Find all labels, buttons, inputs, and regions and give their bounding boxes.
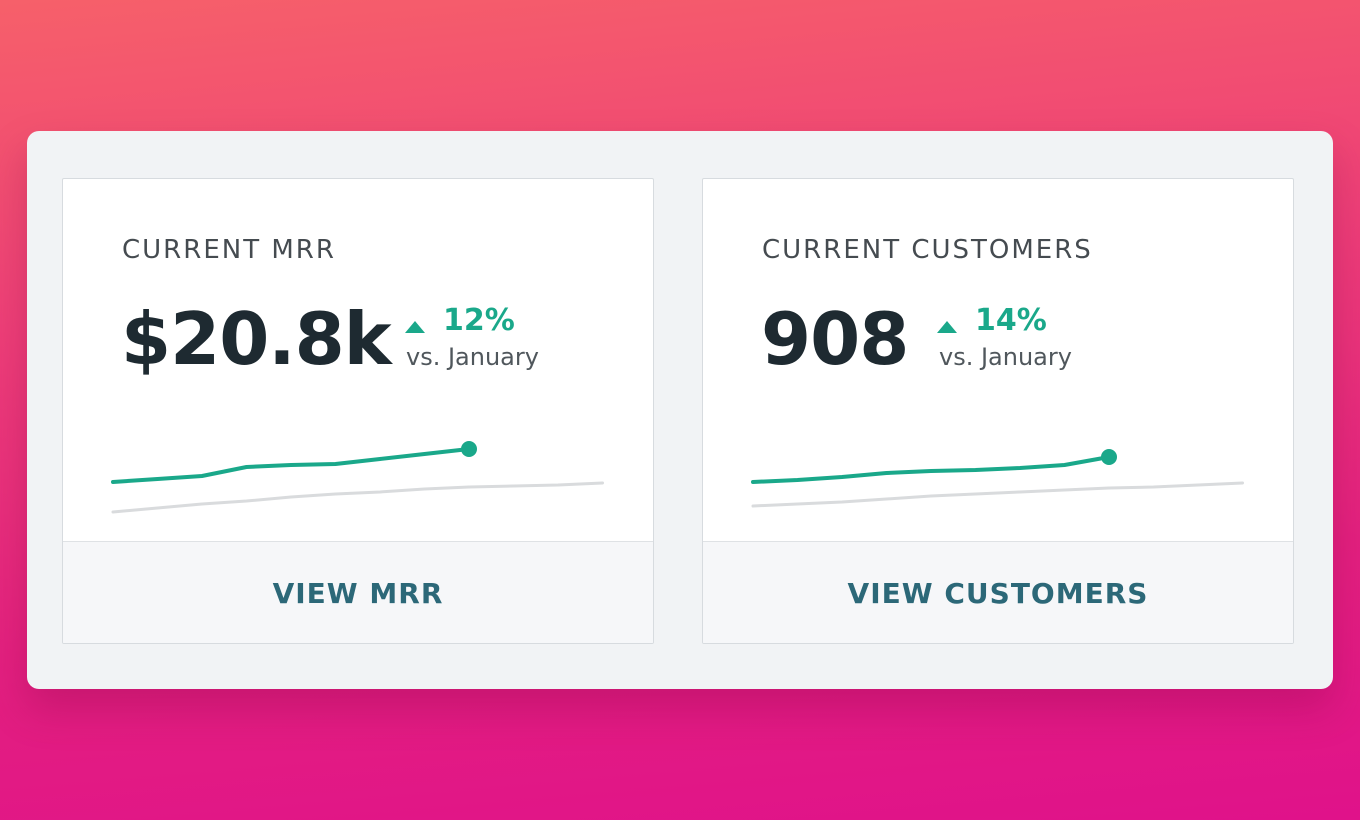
card-footer: VIEW MRR xyxy=(63,541,653,643)
current-line xyxy=(111,447,471,484)
metric-card: CURRENT MRR $20.8k 12% vs. January VIEW … xyxy=(62,178,654,644)
previous-line xyxy=(751,481,1244,508)
current-point xyxy=(461,441,477,457)
previous-line xyxy=(111,481,604,514)
metric-card: CURRENT CUSTOMERS 908 14% vs. January VI… xyxy=(702,178,1294,644)
view-button[interactable]: VIEW MRR xyxy=(272,576,444,610)
metric-value: 908 xyxy=(761,297,909,381)
sparkline xyxy=(111,441,604,514)
view-button[interactable]: VIEW CUSTOMERS xyxy=(847,576,1149,610)
card-footer: VIEW CUSTOMERS xyxy=(703,541,1293,643)
up-arrow xyxy=(937,321,957,333)
sparkline xyxy=(751,449,1244,508)
comparison: vs. January xyxy=(939,343,1072,371)
metric-value: $20.8k xyxy=(121,297,392,381)
up-arrow xyxy=(405,321,425,333)
current-point xyxy=(1101,449,1117,465)
change: 14% xyxy=(975,303,1047,338)
change: 12% xyxy=(443,303,515,338)
metric-label: CURRENT CUSTOMERS xyxy=(762,235,1093,265)
current-line xyxy=(751,455,1111,484)
panel: CURRENT MRR $20.8k 12% vs. January VIEW … xyxy=(27,131,1333,689)
metric-label: CURRENT MRR xyxy=(122,235,336,265)
comparison: vs. January xyxy=(406,343,539,371)
